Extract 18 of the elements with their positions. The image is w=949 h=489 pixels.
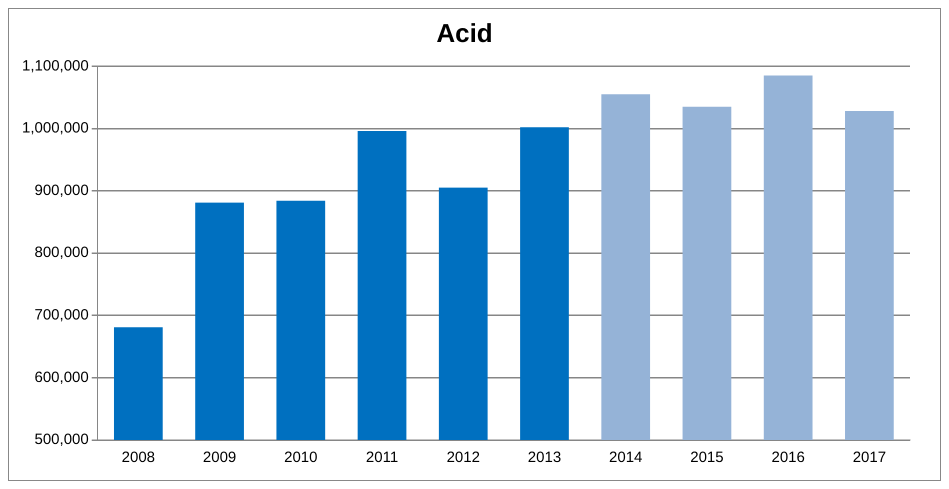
x-tick-label: 2010 — [284, 449, 318, 466]
y-tick-label: 1,100,000 — [22, 57, 89, 74]
x-tick-label: 2017 — [852, 449, 886, 466]
y-tick-label: 1,000,000 — [22, 120, 89, 137]
x-tick-label: 2016 — [771, 449, 805, 466]
y-tick-label: 600,000 — [34, 368, 89, 386]
x-tick-label: 2015 — [690, 449, 724, 466]
y-tick-label: 500,000 — [34, 431, 89, 448]
x-tick-label: 2012 — [446, 449, 480, 466]
x-tick-label: 2014 — [609, 449, 642, 466]
y-tick-label: 700,000 — [34, 306, 89, 324]
x-tick-label: 2011 — [366, 449, 398, 466]
x-tick-label: 2009 — [202, 449, 236, 466]
chart-title: Acid — [436, 18, 493, 48]
y-tick-label: 900,000 — [34, 182, 89, 199]
x-tick-label: 2008 — [122, 449, 156, 466]
y-tick-label: 800,000 — [34, 244, 89, 262]
x-tick-label: 2013 — [528, 449, 562, 466]
